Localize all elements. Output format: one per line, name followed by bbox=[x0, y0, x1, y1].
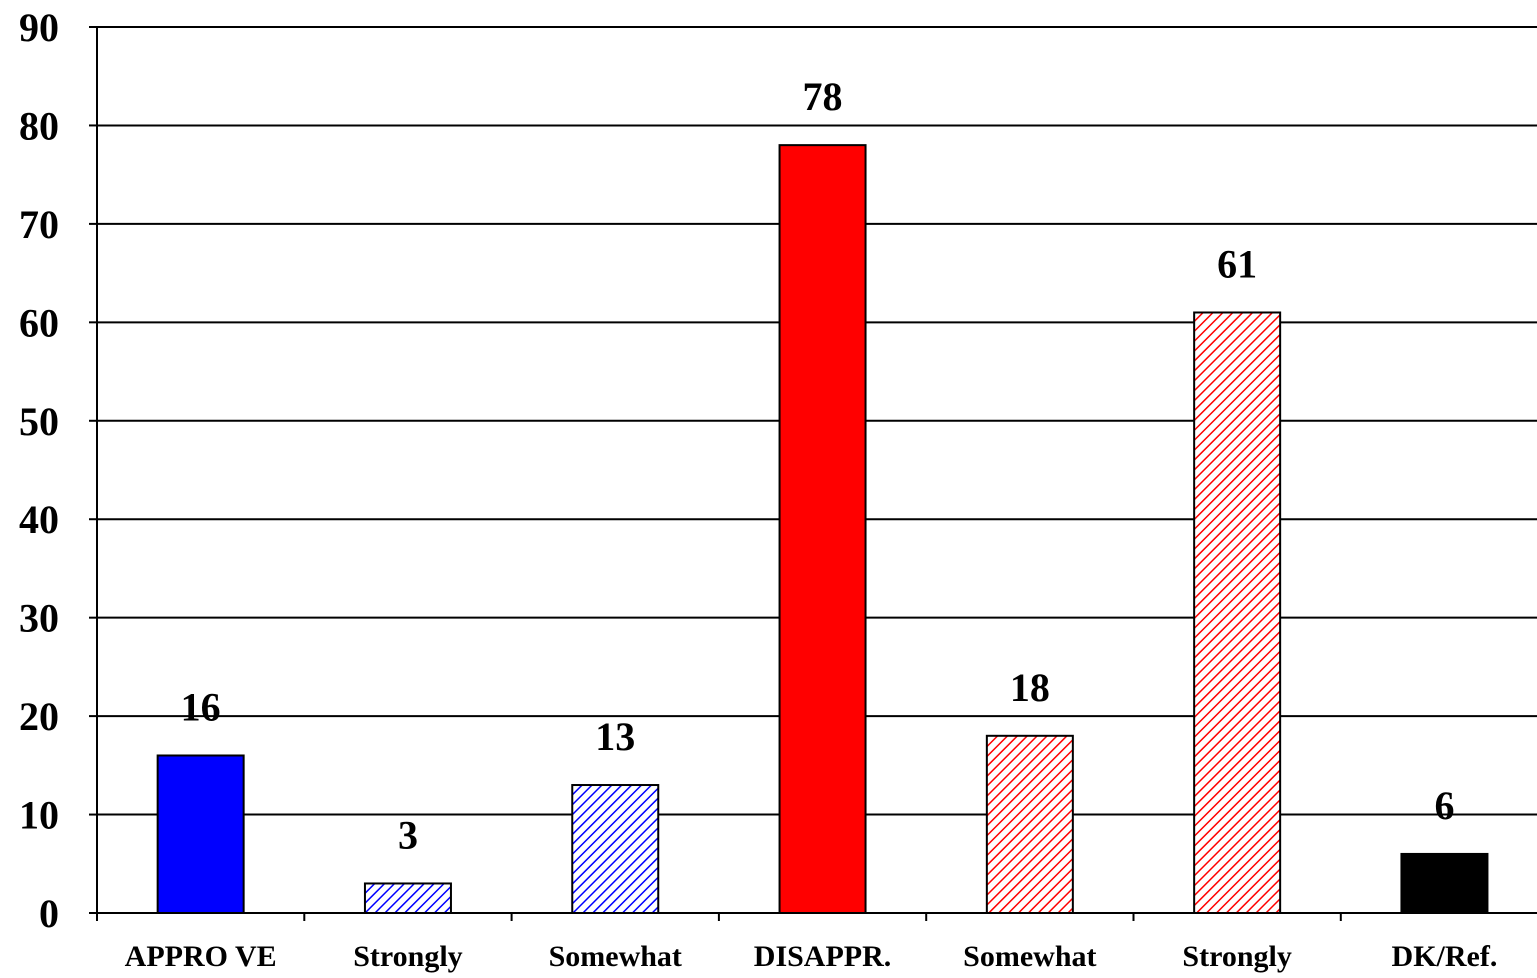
x-tick-label: DK/Ref. bbox=[1392, 940, 1498, 973]
data-label: 18 bbox=[1010, 665, 1050, 710]
y-tick-label: 50 bbox=[19, 399, 59, 444]
y-tick-label: 30 bbox=[19, 596, 59, 641]
y-tick-label: 0 bbox=[39, 891, 59, 936]
bar bbox=[778, 144, 867, 914]
y-tick-label: 90 bbox=[19, 5, 59, 50]
y-tick-label: 80 bbox=[19, 103, 59, 148]
data-label: 61 bbox=[1217, 241, 1257, 286]
y-axis-tick-labels: 0 10 20 30 40 50 60 70 80 90 bbox=[19, 5, 59, 936]
bars bbox=[156, 144, 1489, 915]
x-tick-label: Strongly bbox=[353, 940, 462, 973]
x-tick-label: DISAPPR. bbox=[754, 940, 892, 973]
data-label: 13 bbox=[595, 714, 635, 759]
bar bbox=[571, 784, 660, 914]
x-axis-tick-labels: APPRO VE Strongly Somewhat DISAPPR. Somewhat… bbox=[125, 940, 1498, 973]
data-label: 78 bbox=[803, 74, 843, 119]
bar bbox=[1400, 852, 1489, 915]
y-tick-label: 10 bbox=[19, 793, 59, 838]
bar bbox=[1193, 311, 1282, 914]
x-tick-label: Strongly bbox=[1182, 940, 1291, 973]
axes bbox=[89, 26, 1537, 921]
y-tick-label: 60 bbox=[19, 300, 59, 345]
y-tick-label: 70 bbox=[19, 202, 59, 247]
bar bbox=[156, 754, 245, 914]
bar bbox=[985, 734, 1074, 914]
x-tick-label: APPRO VE bbox=[125, 940, 277, 973]
data-labels: 16 3 13 78 18 61 6 bbox=[181, 74, 1455, 857]
y-tick-label: 40 bbox=[19, 497, 59, 542]
bar bbox=[363, 882, 452, 915]
x-tick-label: Somewhat bbox=[549, 940, 682, 973]
data-label: 3 bbox=[398, 812, 418, 857]
x-tick-label: Somewhat bbox=[963, 940, 1096, 973]
y-tick-label: 20 bbox=[19, 694, 59, 739]
data-label: 6 bbox=[1434, 783, 1454, 828]
data-label: 16 bbox=[181, 684, 221, 729]
